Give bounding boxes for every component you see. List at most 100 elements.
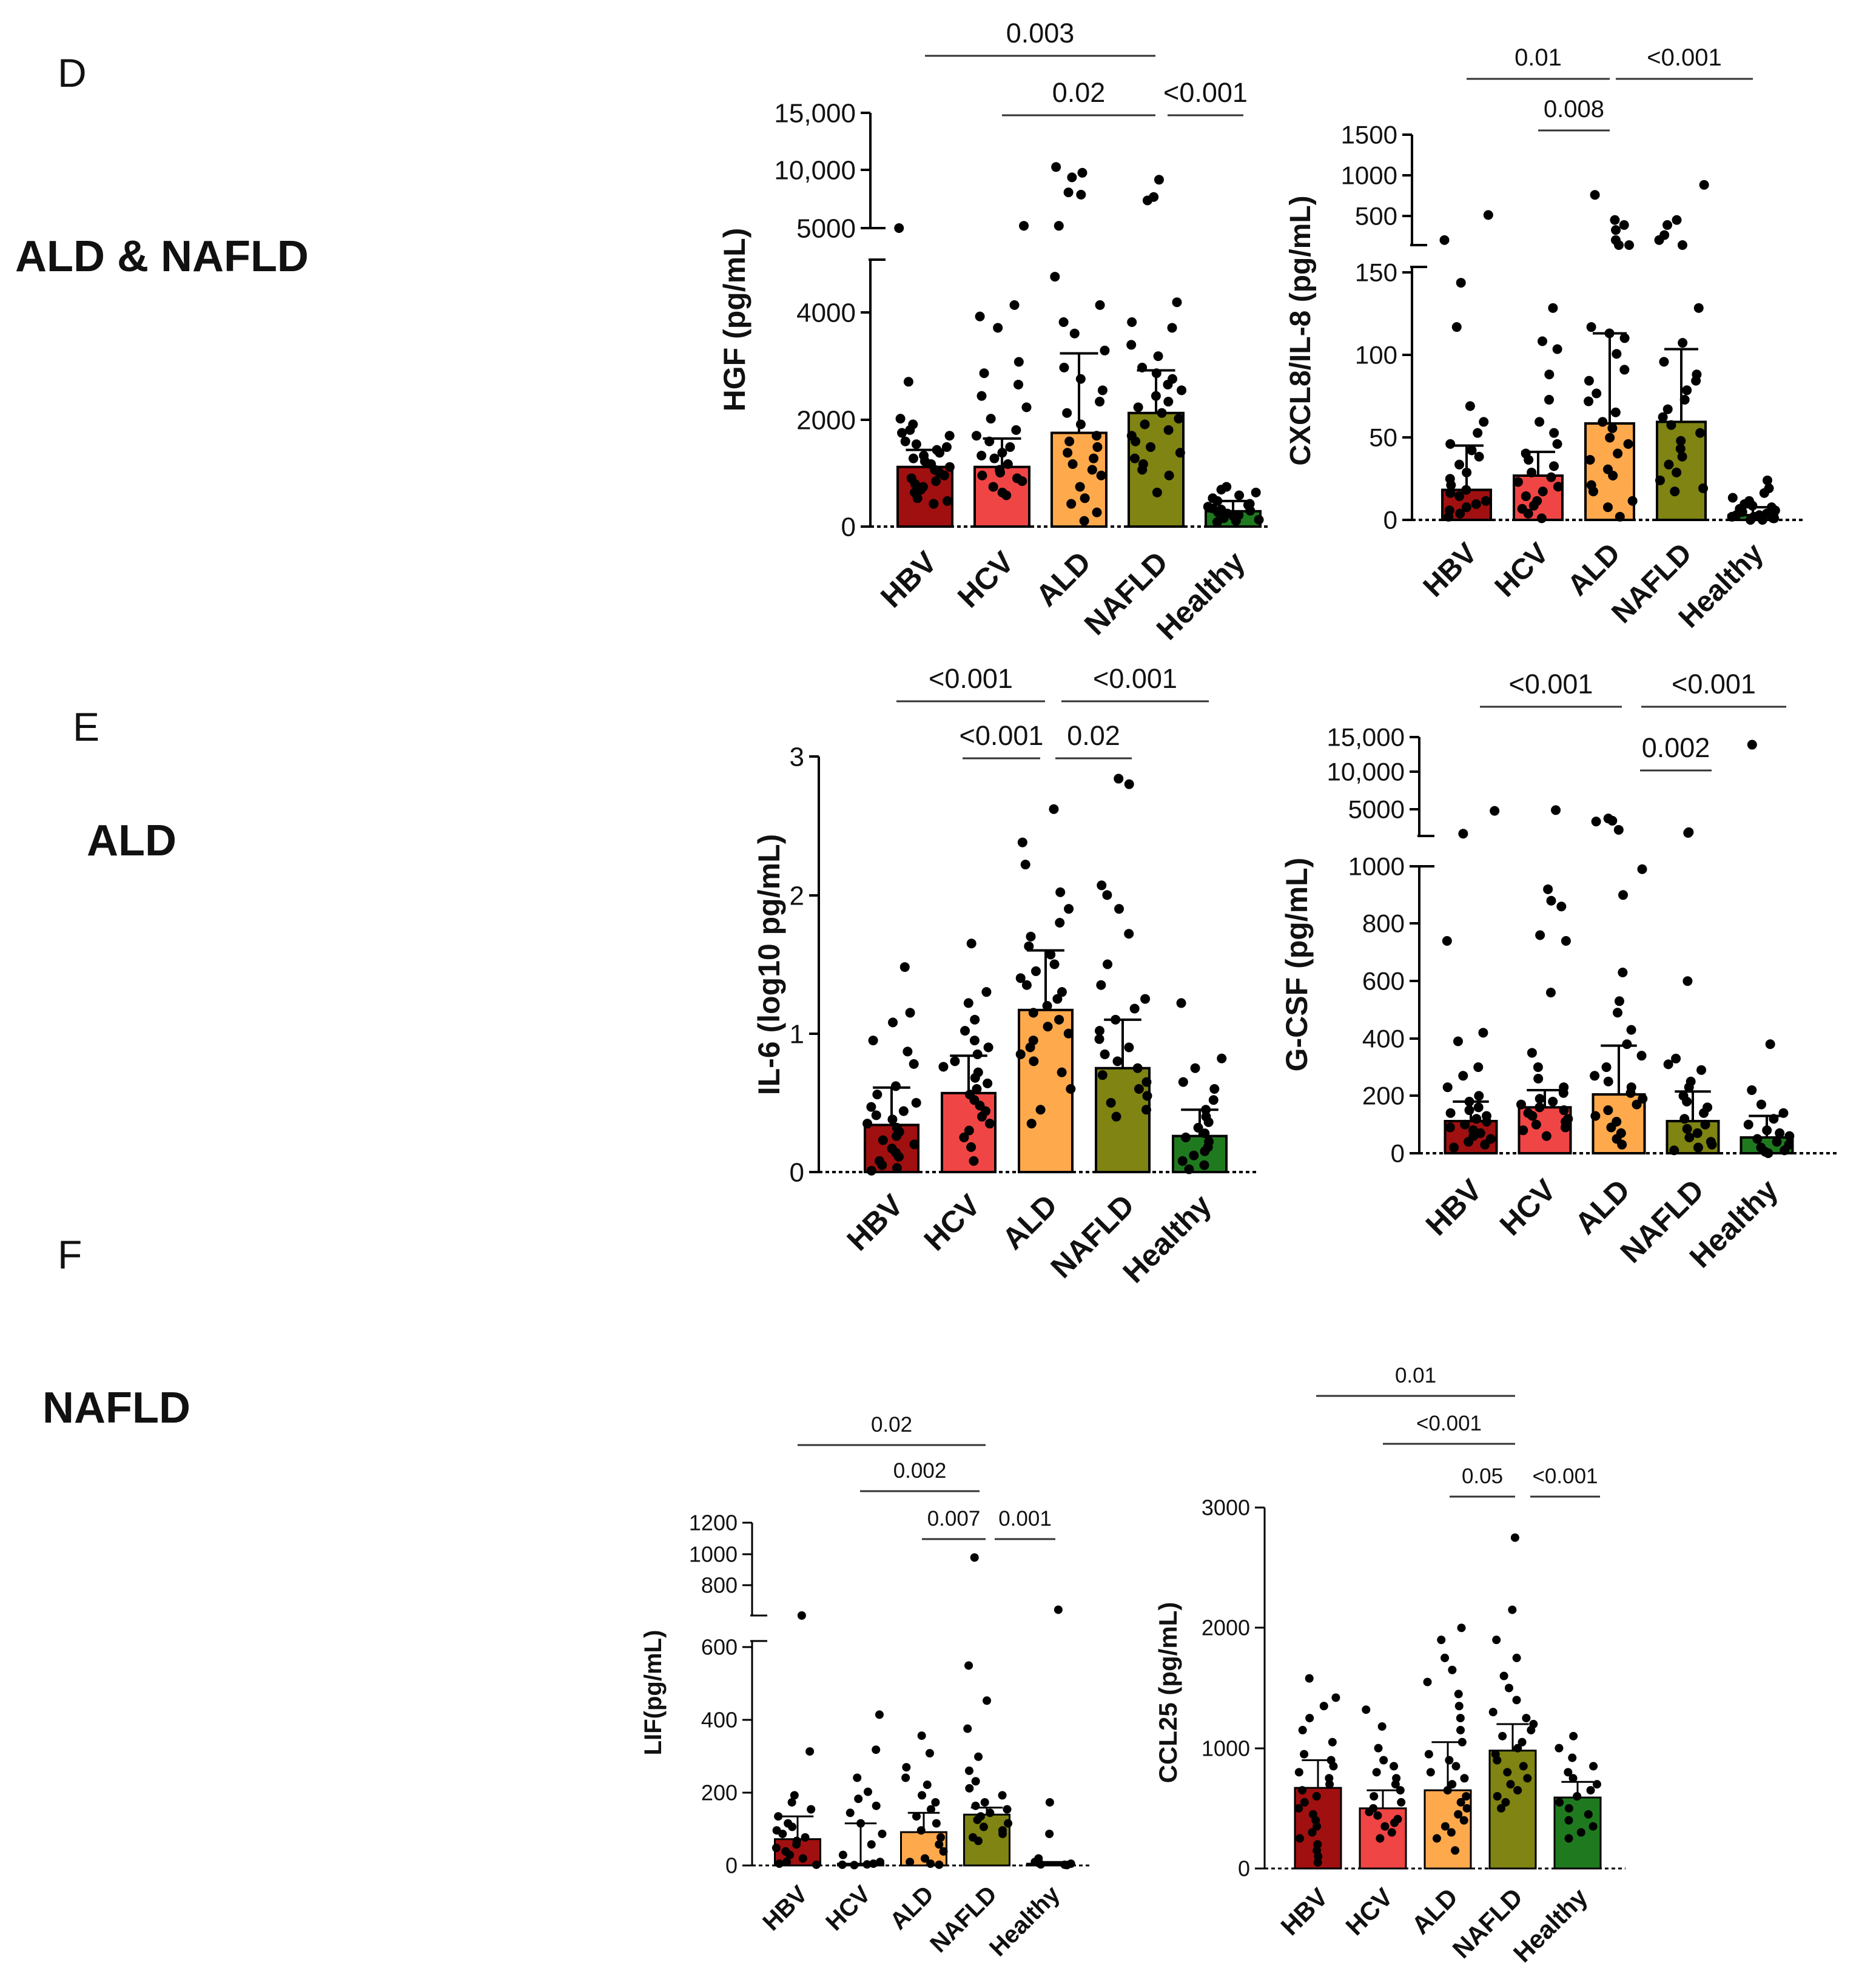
data-point	[1451, 1762, 1461, 1771]
data-point	[911, 439, 921, 450]
panel-letter-e: E	[73, 704, 100, 749]
data-point	[1590, 190, 1600, 200]
data-point	[1127, 317, 1137, 327]
y-tick-label: 800	[701, 1573, 738, 1598]
data-point	[1498, 1731, 1507, 1740]
data-point	[1254, 514, 1264, 525]
data-point	[1391, 1780, 1400, 1789]
data-point	[1535, 1102, 1545, 1113]
data-point	[1231, 516, 1241, 526]
data-point	[1605, 433, 1615, 443]
data-point	[1462, 1804, 1471, 1813]
data-point	[1513, 477, 1523, 487]
data-point	[1446, 480, 1456, 490]
data-point	[1497, 1804, 1506, 1813]
data-point	[1473, 1062, 1484, 1073]
data-point	[890, 1081, 901, 1091]
data-point	[1209, 1084, 1220, 1094]
data-point	[900, 436, 910, 446]
data-point	[1462, 467, 1472, 477]
data-point	[964, 1125, 974, 1136]
data-point	[1769, 513, 1780, 524]
data-point	[775, 1859, 784, 1868]
data-point	[1765, 1039, 1775, 1050]
data-point	[1551, 805, 1561, 815]
y-tick-label: 0	[1238, 1856, 1250, 1881]
data-point	[1329, 1762, 1338, 1771]
data-point	[1672, 467, 1682, 477]
data-point	[1493, 1756, 1502, 1765]
data-point	[977, 450, 987, 460]
data-point	[1456, 1714, 1465, 1723]
data-point	[1471, 499, 1481, 509]
data-point	[1154, 175, 1164, 185]
data-point	[838, 1850, 847, 1859]
data-point	[1658, 412, 1668, 422]
x-tick-label-hbv: HBV	[874, 545, 944, 615]
p-value-label: 0.002	[893, 1459, 947, 1483]
x-tick-label-hbv: HBV	[1417, 537, 1484, 603]
data-point	[1775, 1128, 1785, 1138]
data-point	[797, 1611, 806, 1620]
data-point	[1212, 517, 1222, 527]
data-point	[1691, 376, 1701, 386]
x-tick-label-ald: ALD	[996, 1188, 1064, 1256]
data-point	[1314, 1852, 1323, 1861]
data-point	[872, 1745, 881, 1754]
data-point	[872, 1090, 882, 1100]
data-point	[1021, 980, 1032, 990]
y-tick-label: 400	[701, 1708, 738, 1733]
data-point	[1464, 1137, 1474, 1147]
data-point	[1666, 420, 1676, 430]
data-point	[1618, 968, 1628, 978]
data-point	[1079, 516, 1089, 526]
y-tick-label: 600	[1362, 967, 1405, 996]
data-point	[912, 493, 923, 504]
data-point	[1312, 1792, 1321, 1801]
data-point	[1423, 1677, 1432, 1686]
data-point	[936, 1833, 946, 1842]
p-value-label: <0.001	[1532, 1464, 1598, 1488]
data-point	[867, 1840, 876, 1849]
data-point	[1747, 500, 1758, 511]
data-point	[1020, 860, 1030, 870]
data-point	[975, 311, 985, 322]
x-tick-label-hbv: HBV	[758, 1881, 813, 1936]
panel-letter-f: F	[58, 1232, 82, 1277]
data-point	[931, 476, 941, 487]
data-point	[899, 962, 910, 972]
data-point	[903, 377, 913, 387]
p-value-label: <0.001	[1093, 663, 1177, 694]
x-tick-label-ald: ALD	[885, 1881, 939, 1935]
data-point	[1373, 1811, 1382, 1820]
data-point	[966, 1142, 977, 1152]
data-point	[969, 1156, 979, 1166]
data-point	[1200, 1128, 1210, 1139]
data-point	[1752, 1134, 1763, 1144]
data-point	[918, 1791, 927, 1800]
data-point	[909, 1059, 919, 1069]
data-point	[1464, 1096, 1474, 1107]
data-point	[1679, 1114, 1690, 1124]
data-point	[911, 1097, 921, 1108]
chart-lif: 0 200 400 600 800 1000 1200 LIF(pg/mL) HBV HCV ALD…	[640, 1413, 1092, 1962]
data-point	[983, 1078, 993, 1088]
data-point	[935, 448, 945, 458]
data-point	[905, 425, 915, 435]
data-point	[1493, 1792, 1502, 1801]
data-point	[1527, 1725, 1536, 1734]
data-point	[1695, 428, 1706, 438]
data-point	[856, 1819, 866, 1828]
data-point	[1586, 322, 1596, 332]
data-point	[1478, 1028, 1488, 1038]
data-point	[1533, 1062, 1543, 1073]
p-value-label: <0.001	[929, 663, 1013, 694]
data-point	[1067, 172, 1077, 183]
data-point	[1533, 1074, 1544, 1084]
data-point	[989, 453, 1000, 463]
p-value-label: 0.01	[1514, 44, 1562, 71]
data-point	[1564, 1768, 1573, 1777]
p-value-label: 0.05	[1462, 1464, 1503, 1488]
data-point	[1111, 1111, 1121, 1122]
data-point	[853, 1773, 862, 1782]
